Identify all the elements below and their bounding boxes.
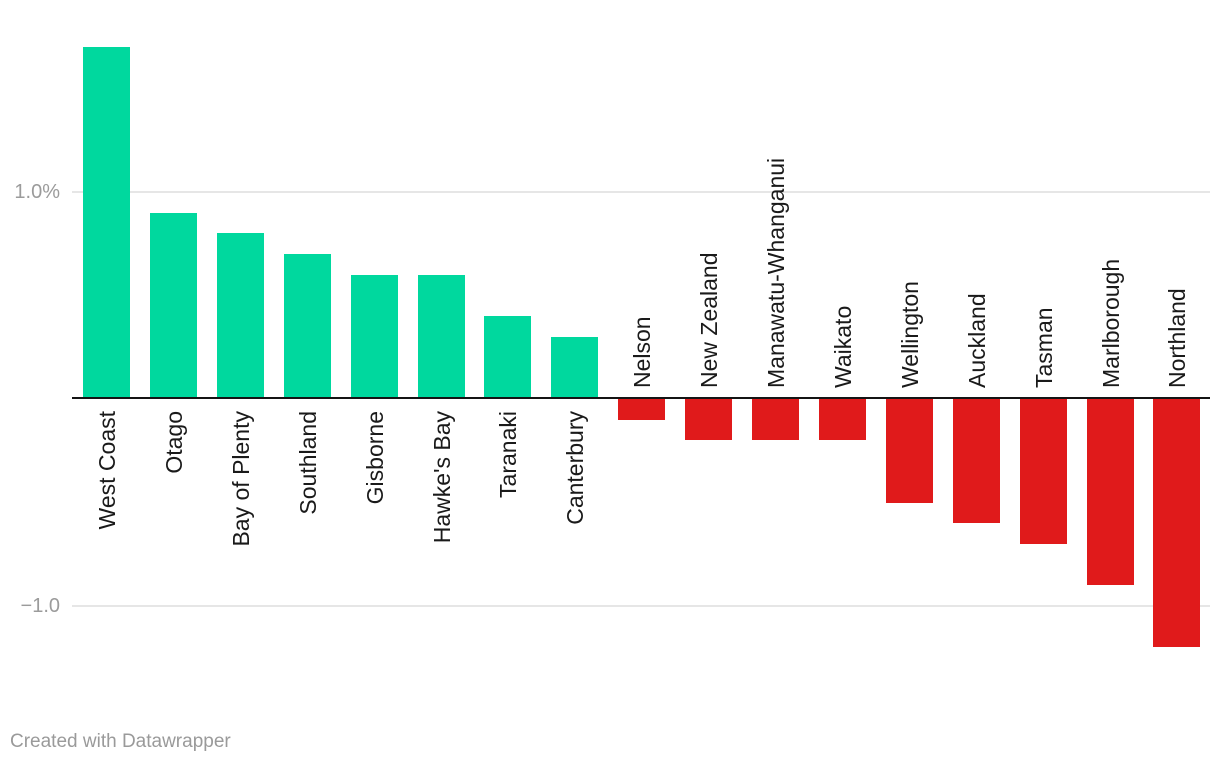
bar-hawke-s-bay[interactable]: [418, 275, 465, 399]
category-label-canterbury: Canterbury: [562, 411, 588, 525]
category-label-gisborne: Gisborne: [362, 411, 388, 505]
bar-otago[interactable]: [150, 213, 197, 399]
bar-waikato[interactable]: [819, 399, 866, 440]
y-tick-label: −1.0: [20, 595, 60, 617]
category-label-new-zealand: New Zealand: [696, 252, 722, 388]
bar-manawatu-whanganui[interactable]: [752, 399, 799, 440]
category-label-bay-of-plenty: Bay of Plenty: [228, 411, 254, 547]
bar-northland[interactable]: [1153, 399, 1200, 647]
bar-new-zealand[interactable]: [685, 399, 732, 440]
category-label-waikato: Waikato: [830, 305, 856, 388]
bar-wellington[interactable]: [886, 399, 933, 503]
category-label-marlborough: Marlborough: [1098, 258, 1124, 388]
category-label-nelson: Nelson: [629, 316, 655, 388]
datawrapper-attribution-link[interactable]: Created with Datawrapper: [10, 731, 231, 752]
category-label-hawke-s-bay: Hawke's Bay: [429, 411, 455, 544]
bar-marlborough[interactable]: [1087, 399, 1134, 585]
bar-auckland[interactable]: [953, 399, 1000, 523]
category-label-taranaki: Taranaki: [495, 411, 521, 498]
category-label-west-coast: West Coast: [94, 411, 120, 530]
category-label-auckland: Auckland: [964, 293, 990, 388]
gridline: [72, 605, 1210, 607]
bar-taranaki[interactable]: [484, 316, 531, 399]
category-label-otago: Otago: [161, 411, 187, 474]
bar-tasman[interactable]: [1020, 399, 1067, 544]
gridline: [72, 191, 1210, 193]
category-label-wellington: Wellington: [897, 281, 923, 388]
category-label-northland: Northland: [1164, 288, 1190, 388]
bar-canterbury[interactable]: [551, 337, 598, 399]
bar-nelson[interactable]: [618, 399, 665, 420]
bar-southland[interactable]: [284, 254, 331, 399]
bar-bay-of-plenty[interactable]: [217, 233, 264, 399]
bar-west-coast[interactable]: [83, 47, 130, 399]
category-label-tasman: Tasman: [1031, 307, 1057, 388]
y-tick-label: 1.0%: [14, 181, 60, 203]
zero-baseline: [72, 397, 1210, 399]
category-label-manawatu-whanganui: Manawatu-Whanganui: [763, 157, 789, 388]
category-label-southland: Southland: [295, 411, 321, 515]
bar-gisborne[interactable]: [351, 275, 398, 399]
